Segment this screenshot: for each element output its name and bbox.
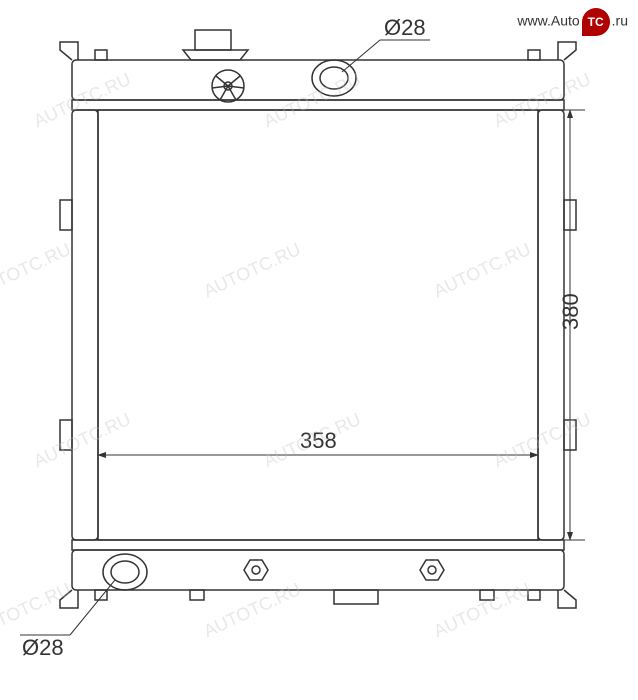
dimension-height: 380	[555, 110, 585, 540]
top-header	[60, 30, 576, 110]
dimension-width: 358	[98, 428, 538, 470]
side-tanks	[60, 110, 576, 540]
bottom-header	[60, 540, 576, 608]
top-dia-label: Ø28	[384, 15, 426, 40]
width-value: 358	[300, 428, 337, 453]
radiator-diagram: 358 380 Ø28 Ø28	[0, 0, 638, 700]
callout-bottom-dia: Ø28	[20, 580, 115, 660]
fan-icon	[212, 70, 244, 102]
callout-top-dia: Ø28	[342, 15, 430, 72]
height-value: 380	[558, 293, 583, 330]
hex-plug	[244, 560, 268, 580]
site-logo: www.AutoTC.ru	[517, 8, 628, 36]
radiator-core	[98, 110, 538, 540]
bottom-outlet	[103, 554, 147, 590]
logo-badge: TC	[582, 8, 610, 36]
filler-cap	[195, 30, 231, 50]
bottom-dia-label: Ø28	[22, 635, 64, 660]
logo-suffix: .ru	[612, 13, 628, 29]
hex-plug	[420, 560, 444, 580]
logo-prefix: www.Auto	[517, 13, 579, 29]
